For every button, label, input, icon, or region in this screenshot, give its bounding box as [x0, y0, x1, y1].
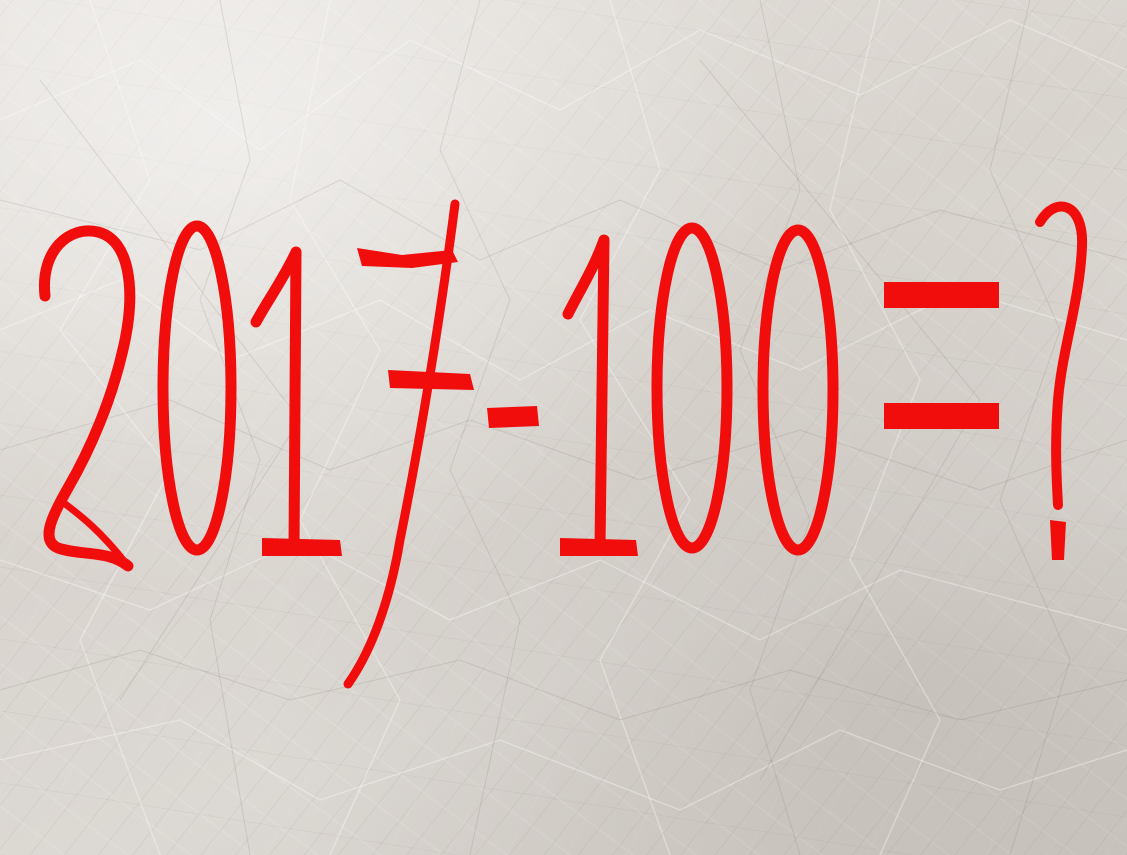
digit-0-third: [757, 224, 839, 556]
question-mark: [1035, 201, 1088, 560]
digit-1: [250, 246, 342, 556]
digit-2: [38, 225, 136, 572]
digit-0-first: [157, 220, 237, 556]
digit-7: [343, 199, 474, 689]
equals-sign: [884, 282, 999, 429]
minus-sign: [487, 406, 539, 428]
digit-1-second: [560, 234, 638, 556]
digit-0-second: [651, 222, 733, 554]
